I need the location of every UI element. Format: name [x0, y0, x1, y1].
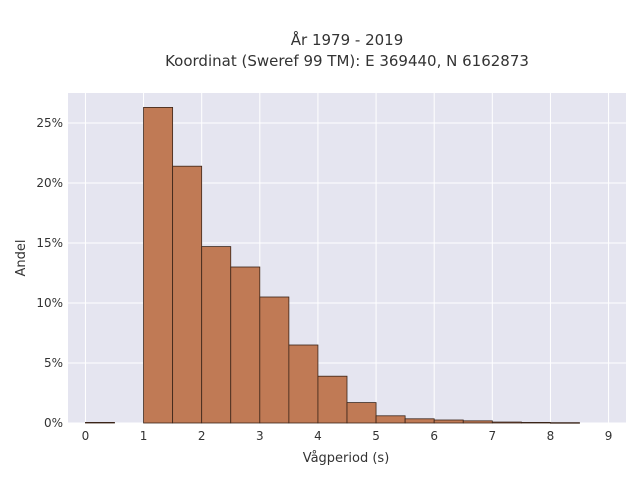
histogram-bar: [520, 421, 551, 424]
bars: [85, 107, 580, 424]
histogram-bar: [462, 420, 493, 424]
chart-title-line-1: År 1979 - 2019: [291, 30, 404, 49]
tick-labels: 0 1 2 3 4 5 6 7 8 9 0% 5% 10% 15% 20% 25%: [36, 116, 612, 443]
histogram-bar: [201, 246, 232, 424]
histogram-bar: [404, 418, 435, 424]
histogram-bar: [433, 419, 464, 424]
histogram-bar: [317, 375, 348, 424]
histogram-bar: [172, 165, 203, 424]
y-tick-label: 20%: [36, 176, 63, 190]
histogram-bar: [491, 421, 522, 424]
x-tick-label: 2: [198, 429, 206, 443]
x-tick-label: 7: [488, 429, 496, 443]
x-tick-label: 5: [372, 429, 380, 443]
x-tick-label: 4: [314, 429, 322, 443]
x-tick-label: 6: [430, 429, 438, 443]
x-tick-label: 9: [605, 429, 613, 443]
y-axis-title: Andel: [14, 240, 29, 277]
x-tick-label: 3: [256, 429, 264, 443]
chart-title-line-2: Koordinat (Sweref 99 TM): E 369440, N 61…: [165, 52, 529, 70]
x-tick-label: 0: [82, 429, 90, 443]
y-tick-label: 0%: [44, 416, 63, 430]
histogram-bar: [346, 402, 377, 424]
y-tick-label: 25%: [36, 116, 63, 130]
x-axis-title: Vågperiod (s): [303, 451, 390, 466]
histogram-bar: [550, 422, 580, 424]
y-tick-label: 10%: [36, 296, 63, 310]
x-tick-label: 1: [140, 429, 148, 443]
x-tick-label: 8: [547, 429, 555, 443]
histogram-bar: [230, 266, 261, 424]
y-tick-label: 15%: [36, 236, 63, 250]
histogram-bar: [288, 344, 319, 424]
histogram-bar: [143, 107, 174, 424]
histogram-bar: [259, 296, 290, 424]
histogram-bar: [375, 415, 406, 424]
y-tick-label: 5%: [44, 356, 63, 370]
histogram-bar: [85, 421, 115, 424]
